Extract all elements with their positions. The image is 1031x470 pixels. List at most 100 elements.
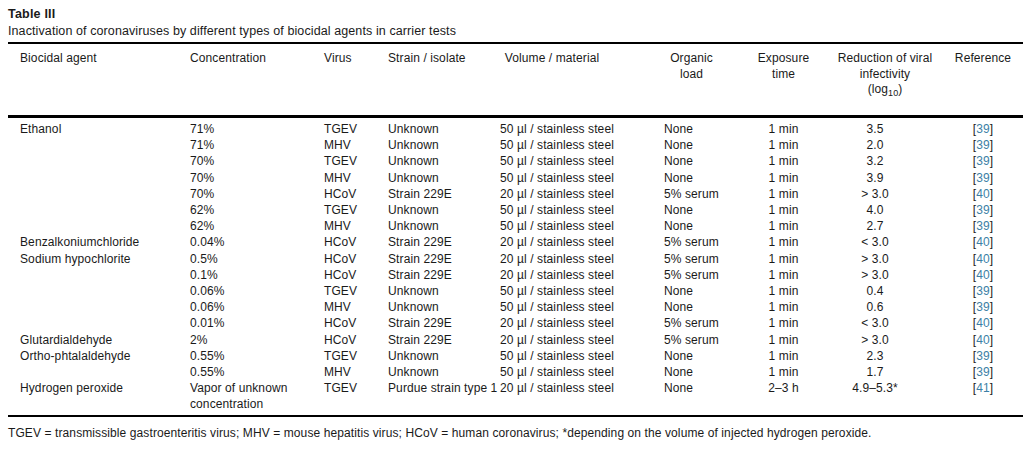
reference-citation-link[interactable]: [39] — [973, 203, 993, 217]
reference-number: 39 — [976, 203, 990, 217]
cell-reference: [39] — [935, 153, 1015, 169]
cell-reduction: > 3.0 — [815, 267, 935, 283]
cell-exposure-time: 1 min — [752, 315, 815, 331]
cell-organic-load: 5% serum — [664, 234, 752, 250]
cell-concentration: 0.06% — [190, 299, 324, 315]
cell-volume-material: 50 µl / stainless steel — [500, 153, 664, 169]
cell-virus: HCoV — [324, 234, 388, 250]
reference-citation-link[interactable]: [40] — [973, 252, 993, 266]
table-row: Hydrogen peroxide Vapor of unknown conce… — [8, 380, 1023, 412]
cell-reference: [40] — [935, 234, 1015, 250]
cell-exposure-time: 1 min — [752, 332, 815, 348]
cell-concentration: 71% — [190, 121, 324, 137]
reference-citation-link[interactable]: [39] — [973, 219, 993, 233]
cell-reference: [39] — [935, 299, 1015, 315]
cell-concentration: Vapor of unknown concentration — [190, 380, 324, 412]
reference-citation-link[interactable]: [39] — [973, 171, 993, 185]
reference-number: 39 — [976, 138, 990, 152]
reference-number: 39 — [976, 349, 990, 363]
cell-strain-isolate: Unknown — [388, 364, 500, 380]
table-row: 70% HCoV Strain 229E 20 µl / stainless s… — [8, 186, 1023, 202]
header-organic-load: Organic load — [664, 51, 752, 82]
bracket-close: ] — [990, 154, 993, 168]
cell-strain-isolate: Strain 229E — [388, 251, 500, 267]
cell-organic-load: None — [664, 218, 752, 234]
header-virus: Virus — [324, 51, 388, 67]
cell-reference: [41] — [935, 380, 1015, 396]
reference-citation-link[interactable]: [39] — [973, 300, 993, 314]
table-caption: Table III Inactivation of coronaviruses … — [8, 6, 1023, 39]
cell-organic-load: 5% serum — [664, 332, 752, 348]
cell-reduction: 0.4 — [815, 283, 935, 299]
cell-virus: HCoV — [324, 251, 388, 267]
cell-exposure-time: 1 min — [752, 364, 815, 380]
data-table: Biocidal agent Concentration Virus Strai… — [8, 42, 1023, 441]
table-row: 0.06% TGEV Unknown 50 µl / stainless ste… — [8, 283, 1023, 299]
reference-number: 39 — [976, 300, 990, 314]
cell-strain-isolate: Unknown — [388, 202, 500, 218]
cell-strain-isolate: Unknown — [388, 121, 500, 137]
cell-reference: [39] — [935, 218, 1015, 234]
table-row: 70% TGEV Unknown 50 µl / stainless steel… — [8, 153, 1023, 169]
cell-concentration: 0.04% — [190, 234, 324, 250]
cell-reduction: 2.0 — [815, 137, 935, 153]
cell-virus: MHV — [324, 170, 388, 186]
bracket-close: ] — [990, 252, 993, 266]
cell-organic-load: 5% serum — [664, 186, 752, 202]
cell-reduction: < 3.0 — [815, 234, 935, 250]
cell-organic-load: 5% serum — [664, 315, 752, 331]
cell-organic-load: None — [664, 153, 752, 169]
bracket-close: ] — [990, 316, 993, 330]
cell-virus: TGEV — [324, 348, 388, 364]
table-row: 62% TGEV Unknown 50 µl / stainless steel… — [8, 202, 1023, 218]
cell-concentration: 62% — [190, 218, 324, 234]
cell-reduction: 4.0 — [815, 202, 935, 218]
reference-citation-link[interactable]: [39] — [973, 365, 993, 379]
cell-exposure-time: 1 min — [752, 299, 815, 315]
header-reference: Reference — [935, 51, 1015, 67]
bracket-close: ] — [990, 284, 993, 298]
cell-reduction: > 3.0 — [815, 251, 935, 267]
cell-strain-isolate: Unknown — [388, 153, 500, 169]
reference-citation-link[interactable]: [40] — [973, 235, 993, 249]
table-page: Table III Inactivation of coronaviruses … — [0, 0, 1031, 470]
bracket-close: ] — [990, 235, 993, 249]
cell-reduction: 3.5 — [815, 121, 935, 137]
cell-virus: MHV — [324, 299, 388, 315]
cell-reduction: 0.6 — [815, 299, 935, 315]
cell-exposure-time: 1 min — [752, 218, 815, 234]
bracket-close: ] — [990, 187, 993, 201]
reference-citation-link[interactable]: [39] — [973, 284, 993, 298]
reference-citation-link[interactable]: [39] — [973, 138, 993, 152]
cell-volume-material: 20 µl / stainless steel — [500, 315, 664, 331]
cell-exposure-time: 1 min — [752, 137, 815, 153]
cell-reduction: < 3.0 — [815, 315, 935, 331]
cell-organic-load: None — [664, 364, 752, 380]
reference-citation-link[interactable]: [39] — [973, 122, 993, 136]
cell-biocidal-agent: Sodium hypochlorite — [20, 251, 190, 267]
header-reduction: Reduction of viral infectivity (log10) — [815, 51, 935, 102]
table-row: Ortho-phtalaldehyde 0.55% TGEV Unknown 5… — [8, 348, 1023, 364]
reference-citation-link[interactable]: [39] — [973, 154, 993, 168]
cell-strain-isolate: Unknown — [388, 137, 500, 153]
cell-concentration: 0.55% — [190, 364, 324, 380]
reference-citation-link[interactable]: [40] — [973, 333, 993, 347]
cell-concentration: 0.55% — [190, 348, 324, 364]
cell-reference: [39] — [935, 283, 1015, 299]
reference-citation-link[interactable]: [40] — [973, 316, 993, 330]
cell-volume-material: 50 µl / stainless steel — [500, 299, 664, 315]
reference-citation-link[interactable]: [41] — [973, 381, 993, 395]
cell-reference: [39] — [935, 348, 1015, 364]
cell-strain-isolate: Unknown — [388, 283, 500, 299]
cell-exposure-time: 1 min — [752, 170, 815, 186]
cell-strain-isolate: Unknown — [388, 348, 500, 364]
cell-volume-material: 20 µl / stainless steel — [500, 186, 664, 202]
reference-citation-link[interactable]: [40] — [973, 268, 993, 282]
cell-reference: [40] — [935, 186, 1015, 202]
reference-citation-link[interactable]: [39] — [973, 349, 993, 363]
cell-strain-isolate: Strain 229E — [388, 315, 500, 331]
reference-citation-link[interactable]: [40] — [973, 187, 993, 201]
cell-concentration: 0.1% — [190, 267, 324, 283]
table-row: 0.55% MHV Unknown 50 µl / stainless stee… — [8, 364, 1023, 380]
reference-number: 41 — [976, 381, 990, 395]
